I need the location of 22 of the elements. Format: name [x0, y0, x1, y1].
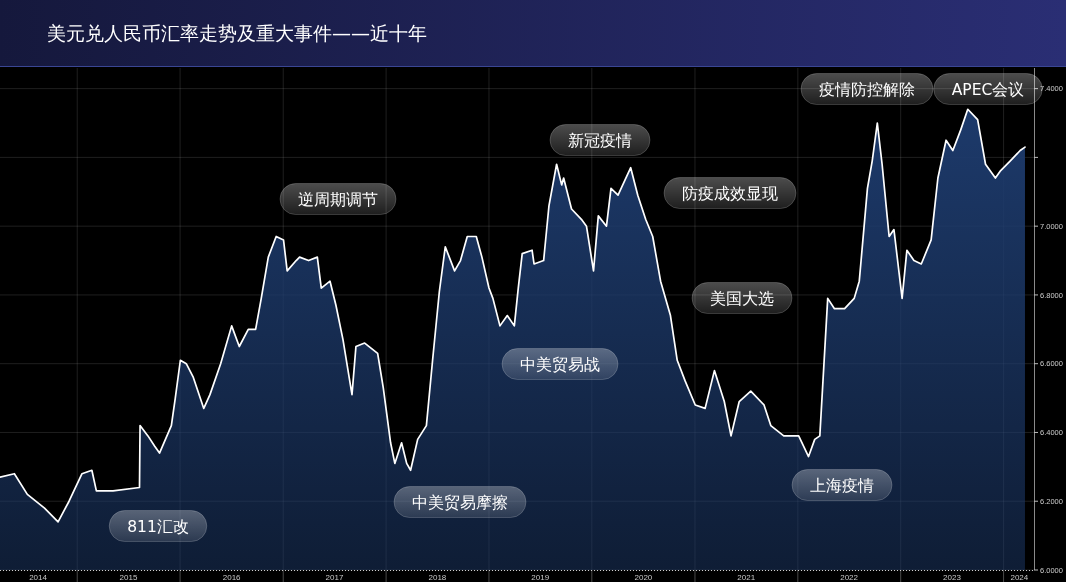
x-tick-label: 2024 [1010, 573, 1029, 582]
x-tick-label: 2015 [119, 573, 138, 582]
annotation: 美国大选 [710, 289, 774, 308]
x-tick-label: 2023 [943, 573, 962, 582]
annotation: 逆周期调节 [298, 190, 378, 209]
x-tick-label: 2016 [222, 573, 242, 582]
x-tick-label: 2020 [634, 573, 653, 582]
x-tick-label: 2018 [428, 573, 447, 582]
annotation: APEC会议 [951, 80, 1025, 99]
annotation: 防疫成效显现 [682, 184, 778, 203]
annotation: 上海疫情 [810, 476, 874, 495]
x-tick-label: 2022 [840, 573, 859, 582]
x-tick-label: 2017 [325, 573, 344, 582]
x-tick-label: 2019 [531, 573, 550, 582]
x-tick-label: 2021 [737, 573, 756, 582]
annotation: 新冠疫情 [568, 131, 632, 150]
annotation: 疫情防控解除 [819, 80, 915, 99]
annotation: 811汇改 [127, 517, 189, 536]
x-tick-label: 2014 [29, 573, 48, 582]
annotation: 中美贸易战 [520, 355, 600, 374]
chart-title: 美元兑人民币汇率走势及重大事件——近十年 [47, 22, 427, 44]
annotation: 中美贸易摩擦 [412, 493, 508, 512]
